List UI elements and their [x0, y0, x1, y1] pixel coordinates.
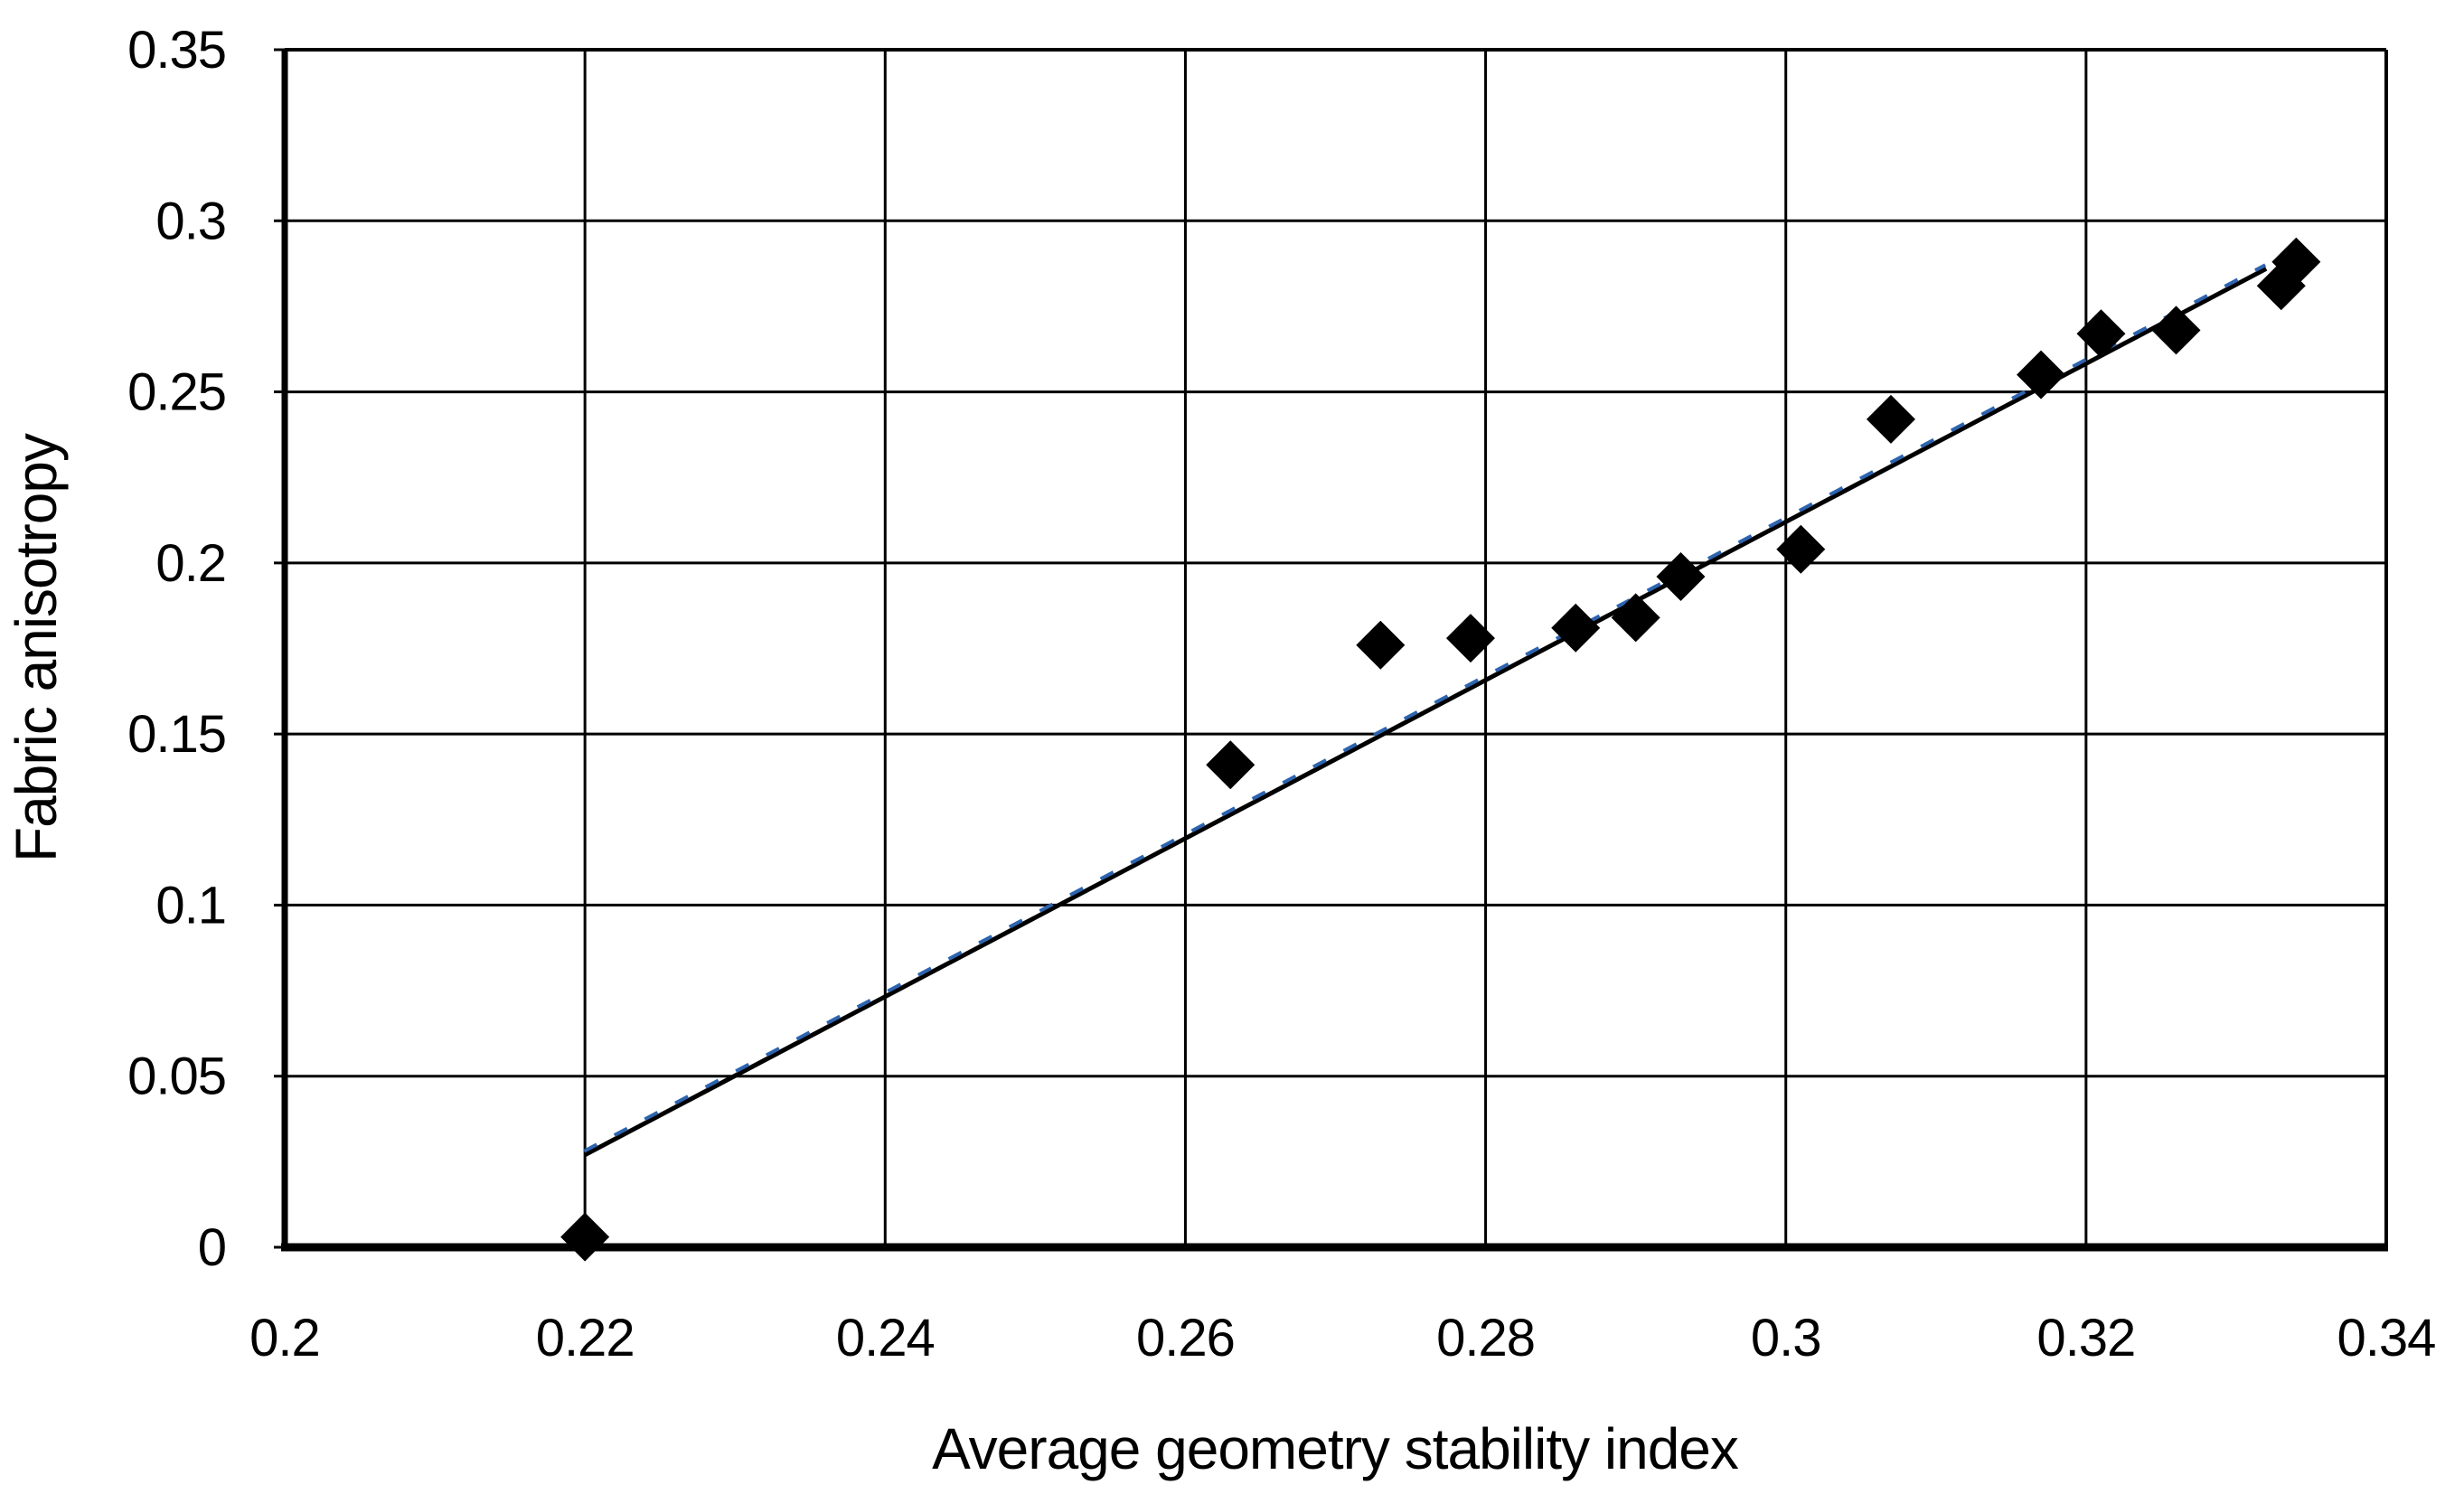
- data-point: [1445, 614, 1495, 663]
- data-point: [1656, 552, 1706, 601]
- data-points: [560, 237, 2321, 1262]
- data-point: [1776, 524, 1826, 574]
- data-point: [1611, 593, 1660, 643]
- data-point: [1356, 620, 1406, 670]
- data-point: [1206, 740, 1256, 790]
- x-tick-label: 0.28: [1436, 1309, 1535, 1367]
- x-tick-label: 0.22: [536, 1309, 635, 1367]
- data-point: [2271, 237, 2321, 287]
- x-tick-label: 0.2: [249, 1309, 320, 1367]
- y-tick-label: 0: [198, 1218, 226, 1277]
- tick-labels: 0.2 0.22 0.24 0.26 0.28 0.3 0.32 0.34 0 0.05 0.1 0.…: [127, 21, 2436, 1367]
- data-point: [2076, 309, 2126, 359]
- y-tick-label: 0.2: [155, 534, 226, 593]
- y-tick-label: 0.25: [127, 363, 226, 422]
- y-tick-label: 0.15: [127, 705, 226, 764]
- data-point: [1866, 394, 1915, 444]
- y-tick-label: 0.05: [127, 1048, 226, 1106]
- trendline-solid: [583, 267, 2268, 1157]
- data-point: [2017, 350, 2066, 399]
- gridlines: [283, 48, 2388, 1249]
- x-tick-label: 0.24: [836, 1309, 935, 1367]
- data-point: [2151, 305, 2201, 355]
- plot-border: [281, 48, 2388, 1252]
- axis-ticks: [274, 48, 285, 1249]
- x-tick-label: 0.34: [2337, 1309, 2436, 1367]
- data-point: [1551, 603, 1601, 653]
- x-tick-label: 0.32: [2036, 1309, 2135, 1367]
- y-axis-title: Fabric anisotropy: [4, 433, 69, 862]
- trendline: [583, 263, 2268, 1157]
- y-tick-label: 0.1: [155, 876, 226, 935]
- x-tick-label: 0.26: [1136, 1309, 1235, 1367]
- y-tick-label: 0.35: [127, 21, 226, 80]
- x-tick-label: 0.3: [1751, 1309, 1821, 1367]
- x-axis-title: Average geometry stability index: [932, 1416, 1739, 1481]
- data-point: [560, 1212, 610, 1262]
- trendline-dash: [583, 263, 2267, 1153]
- y-tick-label: 0.3: [155, 192, 226, 250]
